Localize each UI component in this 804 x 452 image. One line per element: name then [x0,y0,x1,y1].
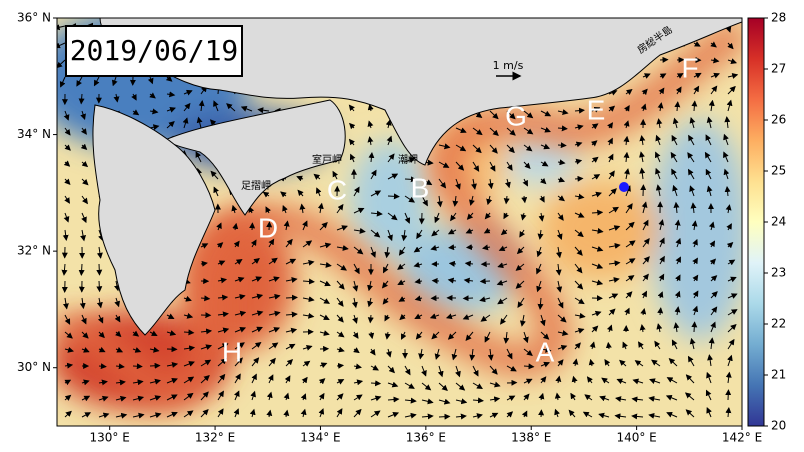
x-tick-label: 138° E [511,431,551,445]
place-name: 室戸岬 [312,153,342,166]
vector-arrow [337,365,343,366]
colorbar [748,18,764,426]
x-tick-label: 136° E [406,431,446,445]
region-label: C [327,174,347,205]
colorbar-tick-label: 25 [771,164,786,178]
region-label: B [411,172,430,203]
colorbar-tick-label: 23 [771,266,786,280]
region-label: E [587,94,606,125]
vector-arrow [388,196,399,197]
place-name: 潮岬 [398,153,418,166]
y-tick-label: 32° N [17,244,51,258]
vector-arrow [450,263,456,264]
vector-arrow [99,366,106,367]
x-tick-label: 140° E [616,431,656,445]
vector-arrow [99,264,100,275]
region-label: F [681,52,698,83]
place-name: 足摺岬 [241,179,271,192]
vector-arrow [99,281,100,291]
x-tick-label: 134° E [300,431,340,445]
y-tick-label: 36° N [17,11,51,25]
vector-arrow [81,264,82,275]
y-tick-label: 30° N [17,360,51,374]
vector-arrow [558,145,566,146]
colorbar-tick-label: 21 [771,368,786,382]
date-label: 2019/06/19 [70,34,239,67]
vector-arrow [439,416,449,417]
vector-arrow [575,178,583,179]
colorbar-tick-label: 26 [771,113,786,127]
colorbar-tick-label: 20 [771,419,786,433]
region-label: D [258,212,278,243]
vector-arrow [371,383,380,384]
y-tick-label: 34° N [17,127,51,141]
scale-label: 1 m/s [493,59,524,72]
x-tick-label: 142° E [722,431,762,445]
region-label: G [505,100,527,131]
colorbar-tick-label: 27 [771,62,786,76]
colorbar-tick-label: 22 [771,317,786,331]
vector-arrow [286,297,297,298]
x-tick-label: 130° E [90,431,130,445]
colorbar-tick-label: 28 [771,11,786,25]
vector-arrow [694,322,695,332]
station-dot [619,182,629,192]
x-tick-label: 132° E [195,431,235,445]
colorbar-tick-label: 24 [771,215,786,229]
region-label: A [536,336,555,367]
region-label: H [222,336,242,367]
vector-arrow [133,366,142,367]
